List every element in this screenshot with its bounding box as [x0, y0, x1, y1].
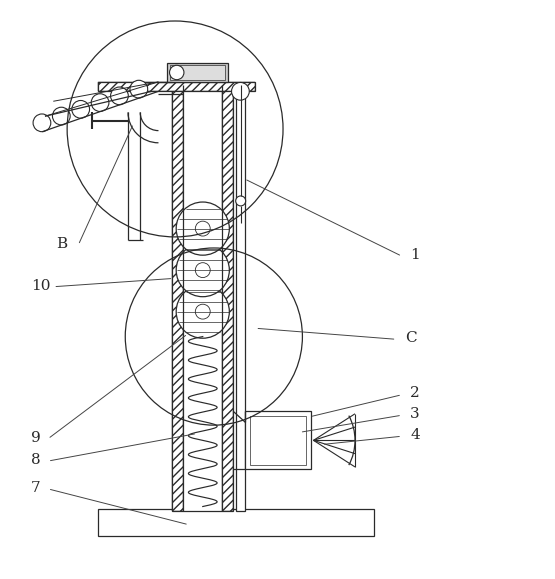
Circle shape	[33, 114, 51, 131]
Circle shape	[195, 263, 210, 277]
Text: 1: 1	[410, 248, 420, 262]
Bar	[172, 85, 233, 511]
Circle shape	[72, 101, 89, 118]
Text: 10: 10	[31, 278, 51, 292]
Circle shape	[231, 82, 249, 100]
Text: 2: 2	[410, 386, 420, 401]
Circle shape	[130, 80, 148, 98]
Bar	[250, 416, 306, 465]
Bar	[236, 85, 245, 511]
Circle shape	[195, 221, 210, 236]
Bar	[222, 85, 233, 511]
Bar	[98, 82, 255, 91]
Bar	[98, 510, 375, 536]
Circle shape	[91, 94, 109, 112]
Text: 7: 7	[31, 481, 41, 494]
Text: 4: 4	[410, 428, 420, 442]
Circle shape	[53, 107, 70, 125]
Text: C: C	[405, 331, 416, 345]
Circle shape	[176, 202, 229, 255]
Circle shape	[176, 244, 229, 296]
Bar	[245, 411, 311, 470]
Bar	[169, 65, 225, 80]
Bar	[167, 63, 228, 82]
Circle shape	[236, 196, 246, 206]
Text: 8: 8	[31, 453, 41, 467]
Text: 3: 3	[410, 407, 420, 421]
Circle shape	[110, 87, 128, 105]
Text: B: B	[56, 237, 67, 251]
Text: 9: 9	[31, 431, 41, 445]
Bar	[98, 82, 255, 91]
Circle shape	[195, 304, 210, 319]
Circle shape	[169, 65, 184, 80]
Circle shape	[176, 285, 229, 338]
Bar	[172, 85, 183, 511]
